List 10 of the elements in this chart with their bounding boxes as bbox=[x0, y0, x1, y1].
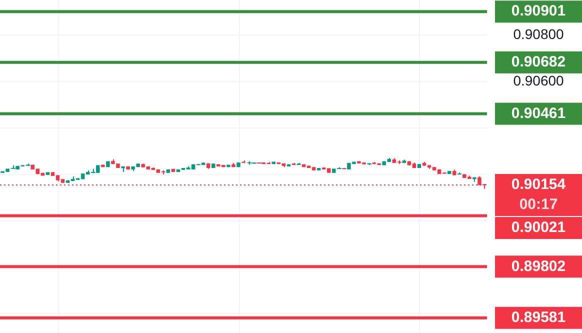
ref-line-label: 0.90901 bbox=[511, 2, 566, 20]
ref-line-label: 0.90021 bbox=[511, 219, 566, 236]
ref-line-label: 0.90154 bbox=[511, 176, 566, 194]
text: 00:17 bbox=[519, 196, 558, 214]
ref-line-label: 0.90461 bbox=[511, 104, 566, 122]
ref-line-label: 0.89802 bbox=[511, 258, 566, 275]
y-tick-label: 0.90600 bbox=[513, 72, 564, 88]
ref-line-label: 0.89581 bbox=[511, 309, 566, 326]
ref-line-label: 0.90682 bbox=[511, 54, 566, 71]
y-tick-label: 0.90800 bbox=[513, 26, 564, 42]
